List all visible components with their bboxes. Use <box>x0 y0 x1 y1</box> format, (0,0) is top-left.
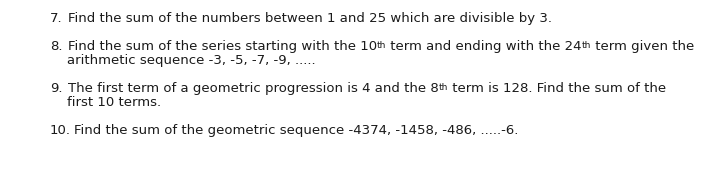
Text: term and ending with the 24: term and ending with the 24 <box>387 40 582 53</box>
Text: term is 128. Find the sum of the: term is 128. Find the sum of the <box>448 82 666 95</box>
Text: 7.: 7. <box>50 12 63 25</box>
Text: 10.: 10. <box>50 124 71 137</box>
Text: th: th <box>438 83 448 92</box>
Text: Find the sum of the geometric sequence -4374, -1458, -486, .....-6.: Find the sum of the geometric sequence -… <box>74 124 518 137</box>
Text: 8.: 8. <box>50 40 63 53</box>
Text: arithmetic sequence -3, -5, -7, -9, .....: arithmetic sequence -3, -5, -7, -9, ....… <box>67 54 315 67</box>
Text: The first term of a geometric progression is 4 and the 8: The first term of a geometric progressio… <box>68 82 438 95</box>
Text: term given the: term given the <box>591 40 695 53</box>
Text: Find the sum of the series starting with the 10: Find the sum of the series starting with… <box>68 40 377 53</box>
Text: first 10 terms.: first 10 terms. <box>67 96 161 109</box>
Text: th: th <box>582 41 591 50</box>
Text: Find the sum of the numbers between 1 and 25 which are divisible by 3.: Find the sum of the numbers between 1 an… <box>68 12 552 25</box>
Text: 9.: 9. <box>50 82 63 95</box>
Text: th: th <box>377 41 387 50</box>
